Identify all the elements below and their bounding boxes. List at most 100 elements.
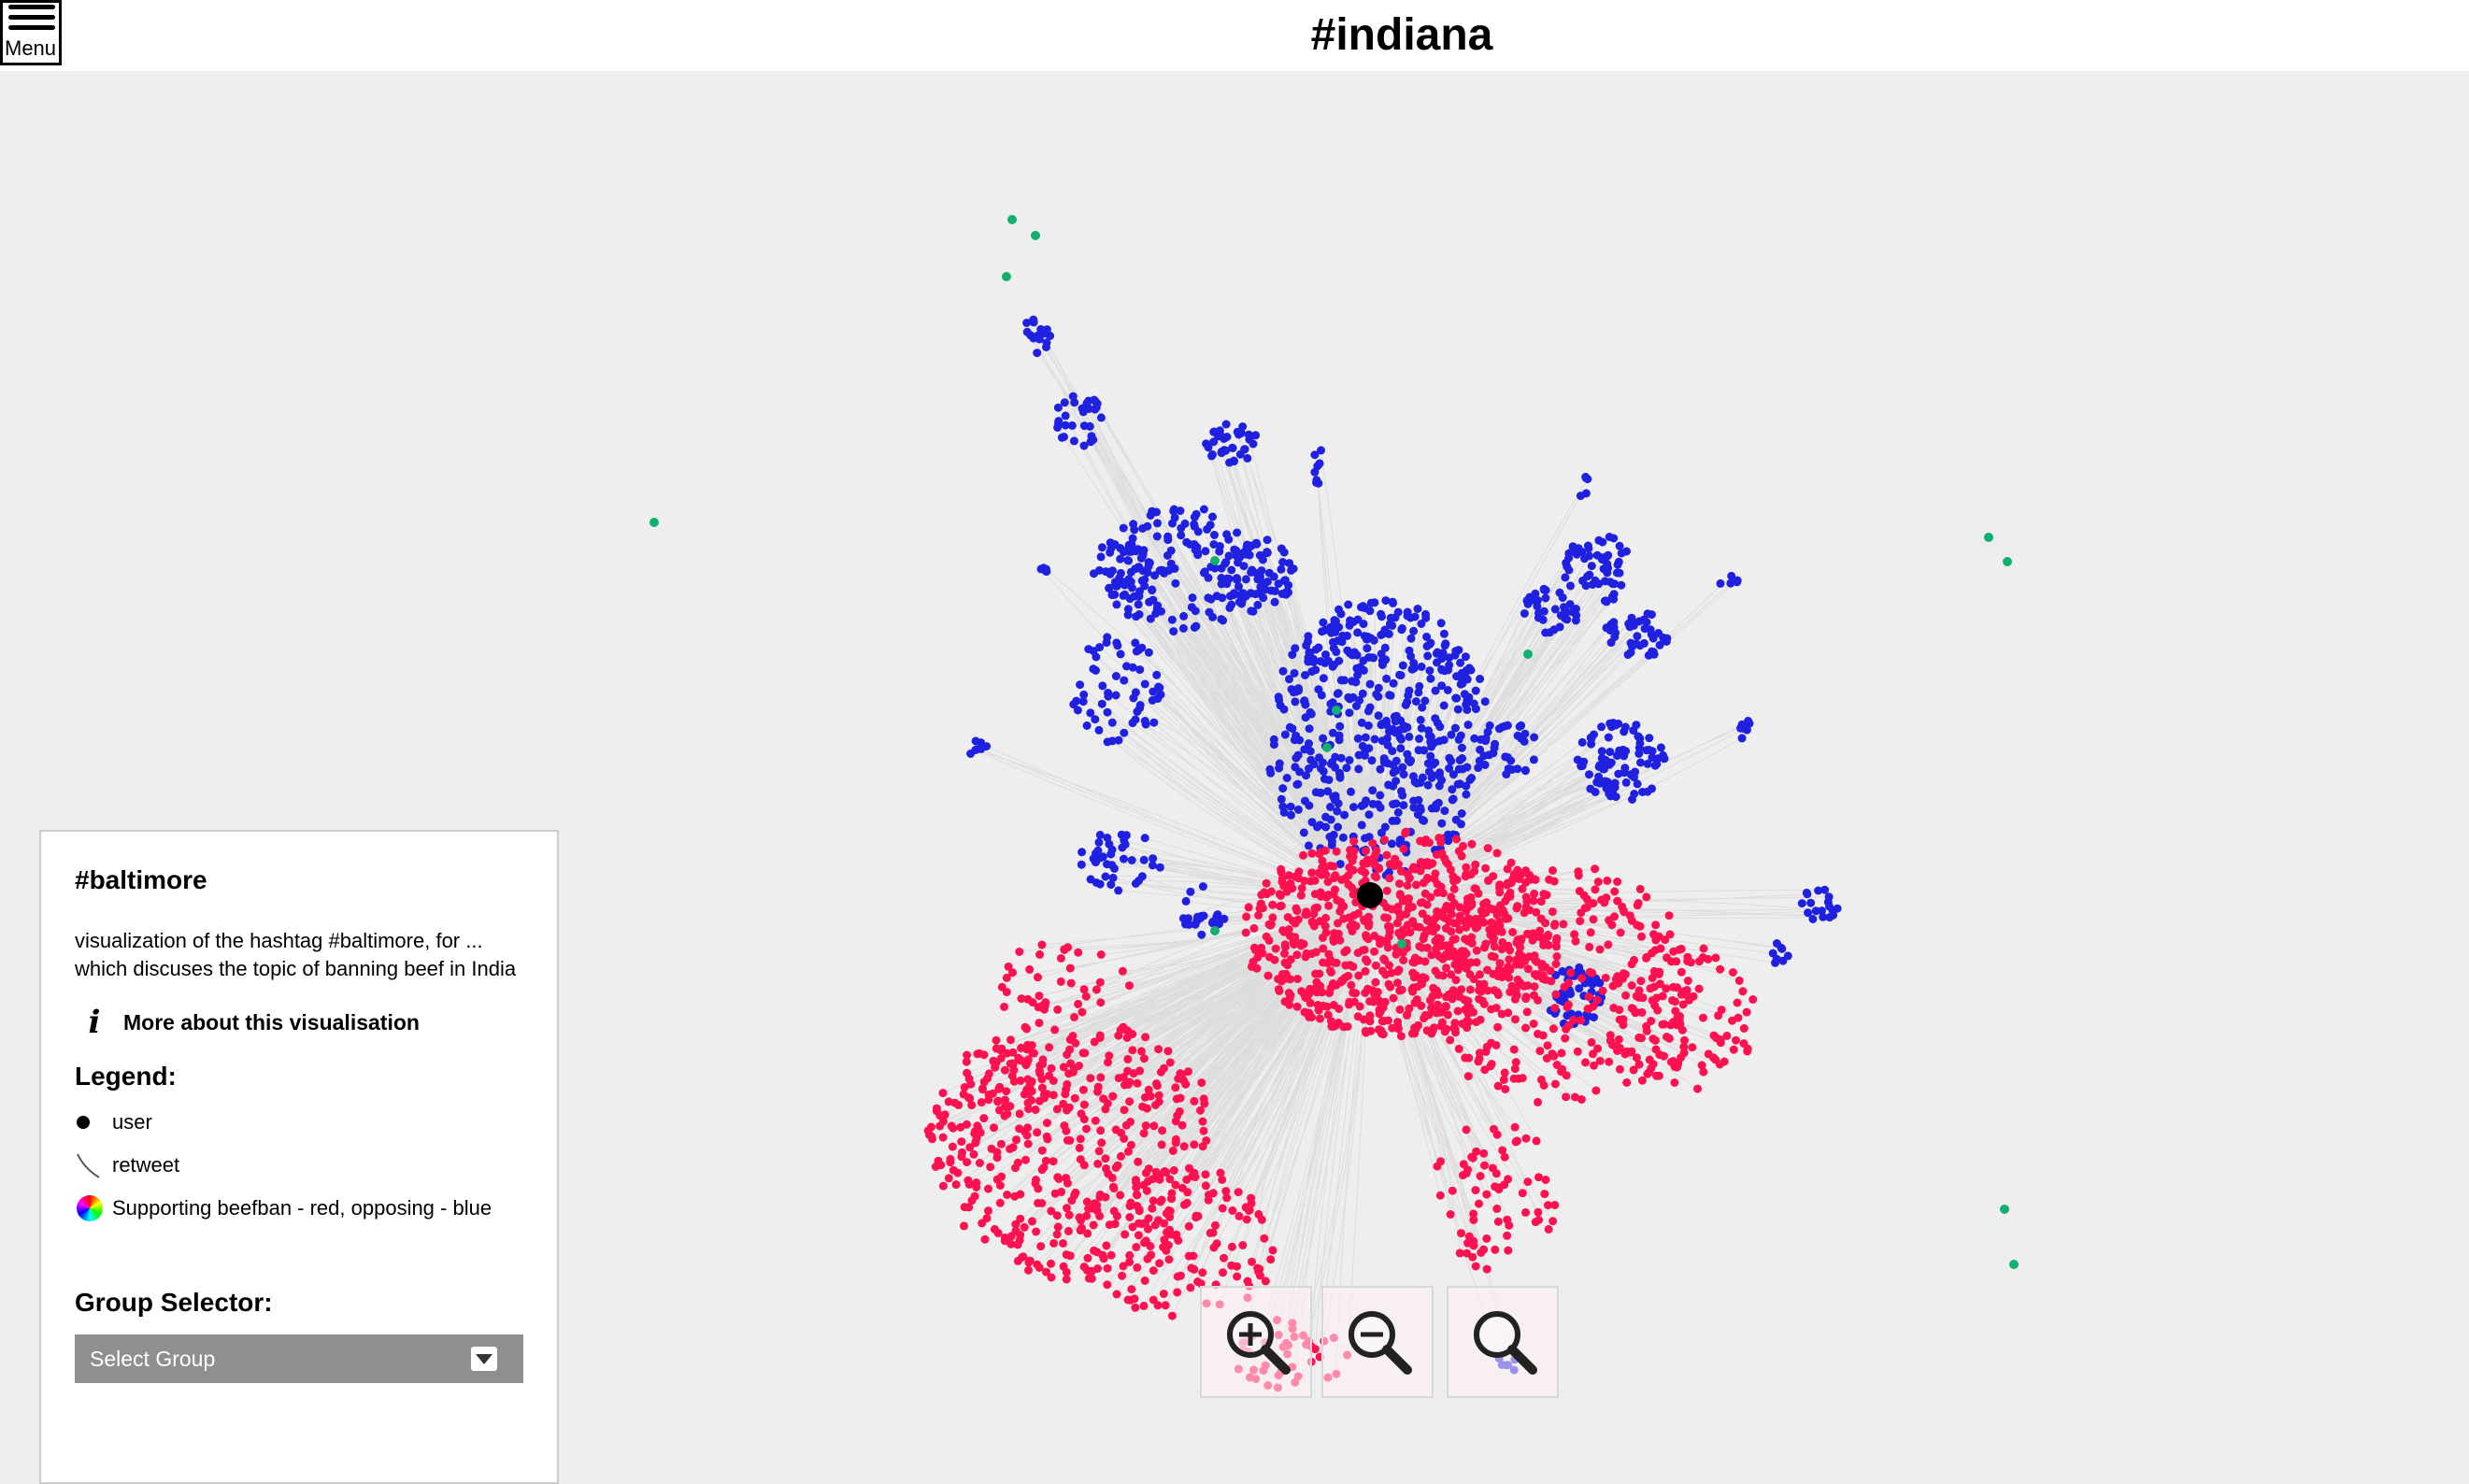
graph-node[interactable] [1600, 596, 1609, 606]
graph-node[interactable] [1678, 1000, 1688, 1009]
graph-node[interactable] [1286, 975, 1294, 984]
graph-node[interactable] [1591, 885, 1600, 894]
graph-node[interactable] [1323, 891, 1333, 900]
graph-node[interactable] [1119, 1262, 1128, 1271]
graph-node[interactable] [1634, 1060, 1644, 1069]
graph-node[interactable] [1552, 934, 1562, 943]
graph-node[interactable] [1397, 939, 1406, 949]
graph-node[interactable] [1025, 964, 1035, 974]
graph-node[interactable] [1176, 507, 1185, 516]
graph-node[interactable] [1410, 998, 1420, 1007]
graph-node[interactable] [1340, 973, 1349, 982]
graph-node[interactable] [1461, 652, 1470, 662]
graph-node[interactable] [1648, 949, 1656, 958]
graph-node[interactable] [1305, 739, 1313, 749]
graph-node[interactable] [1063, 1204, 1071, 1213]
graph-node[interactable] [1126, 567, 1135, 577]
graph-node[interactable] [1558, 593, 1567, 603]
graph-node[interactable] [1208, 512, 1217, 521]
graph-node[interactable] [1324, 949, 1334, 959]
graph-node[interactable] [1184, 920, 1193, 929]
graph-node[interactable] [1035, 1263, 1044, 1272]
graph-node[interactable] [1420, 1014, 1429, 1023]
graph-node[interactable] [1665, 930, 1675, 939]
graph-node[interactable] [1149, 687, 1158, 696]
graph-node[interactable] [1349, 911, 1359, 920]
graph-node[interactable] [1179, 1142, 1189, 1151]
graph-node[interactable] [1292, 731, 1301, 740]
graph-node[interactable] [1254, 1209, 1263, 1219]
graph-node[interactable] [1558, 1064, 1567, 1074]
graph-node[interactable] [1432, 949, 1441, 958]
graph-node[interactable] [1098, 681, 1107, 691]
graph-node[interactable] [1201, 547, 1210, 556]
graph-node[interactable] [1316, 917, 1324, 926]
graph-node[interactable] [1188, 593, 1197, 603]
graph-node[interactable] [1621, 778, 1631, 787]
graph-node[interactable] [1132, 1190, 1141, 1199]
graph-node[interactable] [1418, 898, 1427, 907]
graph-node[interactable] [1032, 1176, 1040, 1184]
graph-node[interactable] [1384, 780, 1393, 790]
graph-node[interactable] [1660, 1051, 1668, 1061]
graph-node[interactable] [1595, 761, 1605, 770]
graph-node[interactable] [1437, 664, 1447, 674]
graph-node[interactable] [1275, 695, 1284, 705]
graph-node[interactable] [1167, 1311, 1177, 1320]
graph-node[interactable] [1494, 905, 1503, 914]
graph-node[interactable] [1190, 1140, 1199, 1149]
graph-node[interactable] [1093, 846, 1103, 855]
graph-node[interactable] [1376, 791, 1385, 800]
graph-node[interactable] [1041, 1156, 1050, 1165]
graph-node[interactable] [1095, 977, 1105, 987]
graph-node[interactable] [1347, 980, 1356, 990]
graph-node[interactable] [1063, 1226, 1073, 1235]
graph-node[interactable] [1277, 794, 1286, 804]
graph-node[interactable] [1483, 965, 1491, 975]
graph-node[interactable] [1363, 721, 1373, 730]
graph-node[interactable] [1520, 765, 1530, 775]
graph-node[interactable] [1162, 1168, 1171, 1177]
graph-node[interactable] [1388, 816, 1397, 825]
graph-node[interactable] [1648, 784, 1656, 793]
graph-node[interactable] [1631, 1007, 1640, 1017]
graph-node[interactable] [1493, 991, 1503, 1000]
graph-node[interactable] [1327, 1022, 1336, 1031]
graph-node[interactable] [1503, 864, 1512, 874]
graph-node[interactable] [1463, 763, 1472, 772]
graph-node[interactable] [1361, 750, 1369, 760]
graph-node[interactable] [1219, 616, 1228, 625]
graph-node[interactable] [1502, 770, 1511, 779]
graph-node[interactable] [1103, 834, 1112, 842]
graph-node[interactable] [936, 1161, 946, 1170]
graph-node[interactable] [1648, 996, 1657, 1006]
graph-node[interactable] [1047, 1063, 1056, 1073]
graph-node[interactable] [1277, 564, 1286, 574]
graph-node[interactable] [1577, 762, 1587, 771]
graph-node[interactable] [1377, 656, 1387, 665]
graph-node[interactable] [1125, 1097, 1135, 1106]
graph-node[interactable] [1249, 439, 1258, 449]
graph-node[interactable] [1592, 995, 1602, 1005]
graph-node[interactable] [1015, 948, 1024, 956]
graph-node[interactable] [1096, 1073, 1106, 1082]
graph-node[interactable] [1398, 661, 1407, 670]
graph-node[interactable] [1386, 613, 1395, 622]
graph-node[interactable] [1289, 564, 1298, 574]
graph-node[interactable] [1093, 1159, 1103, 1168]
zoom-out-button[interactable] [1321, 1286, 1434, 1398]
graph-node[interactable] [1433, 888, 1442, 897]
graph-node[interactable] [1311, 904, 1320, 913]
graph-node[interactable] [1043, 1119, 1051, 1128]
graph-node[interactable] [1365, 1011, 1375, 1020]
graph-node[interactable] [1133, 1078, 1142, 1088]
graph-node[interactable] [1343, 1022, 1352, 1031]
graph-node[interactable] [1133, 707, 1142, 716]
graph-node[interactable] [1453, 965, 1463, 975]
graph-node[interactable] [1135, 645, 1144, 654]
graph-node[interactable] [1449, 770, 1458, 779]
graph-node[interactable] [1292, 1002, 1302, 1011]
group-select[interactable]: Select Group [75, 1334, 523, 1383]
graph-node[interactable] [1084, 1274, 1093, 1283]
graph-node[interactable] [1984, 533, 1993, 542]
